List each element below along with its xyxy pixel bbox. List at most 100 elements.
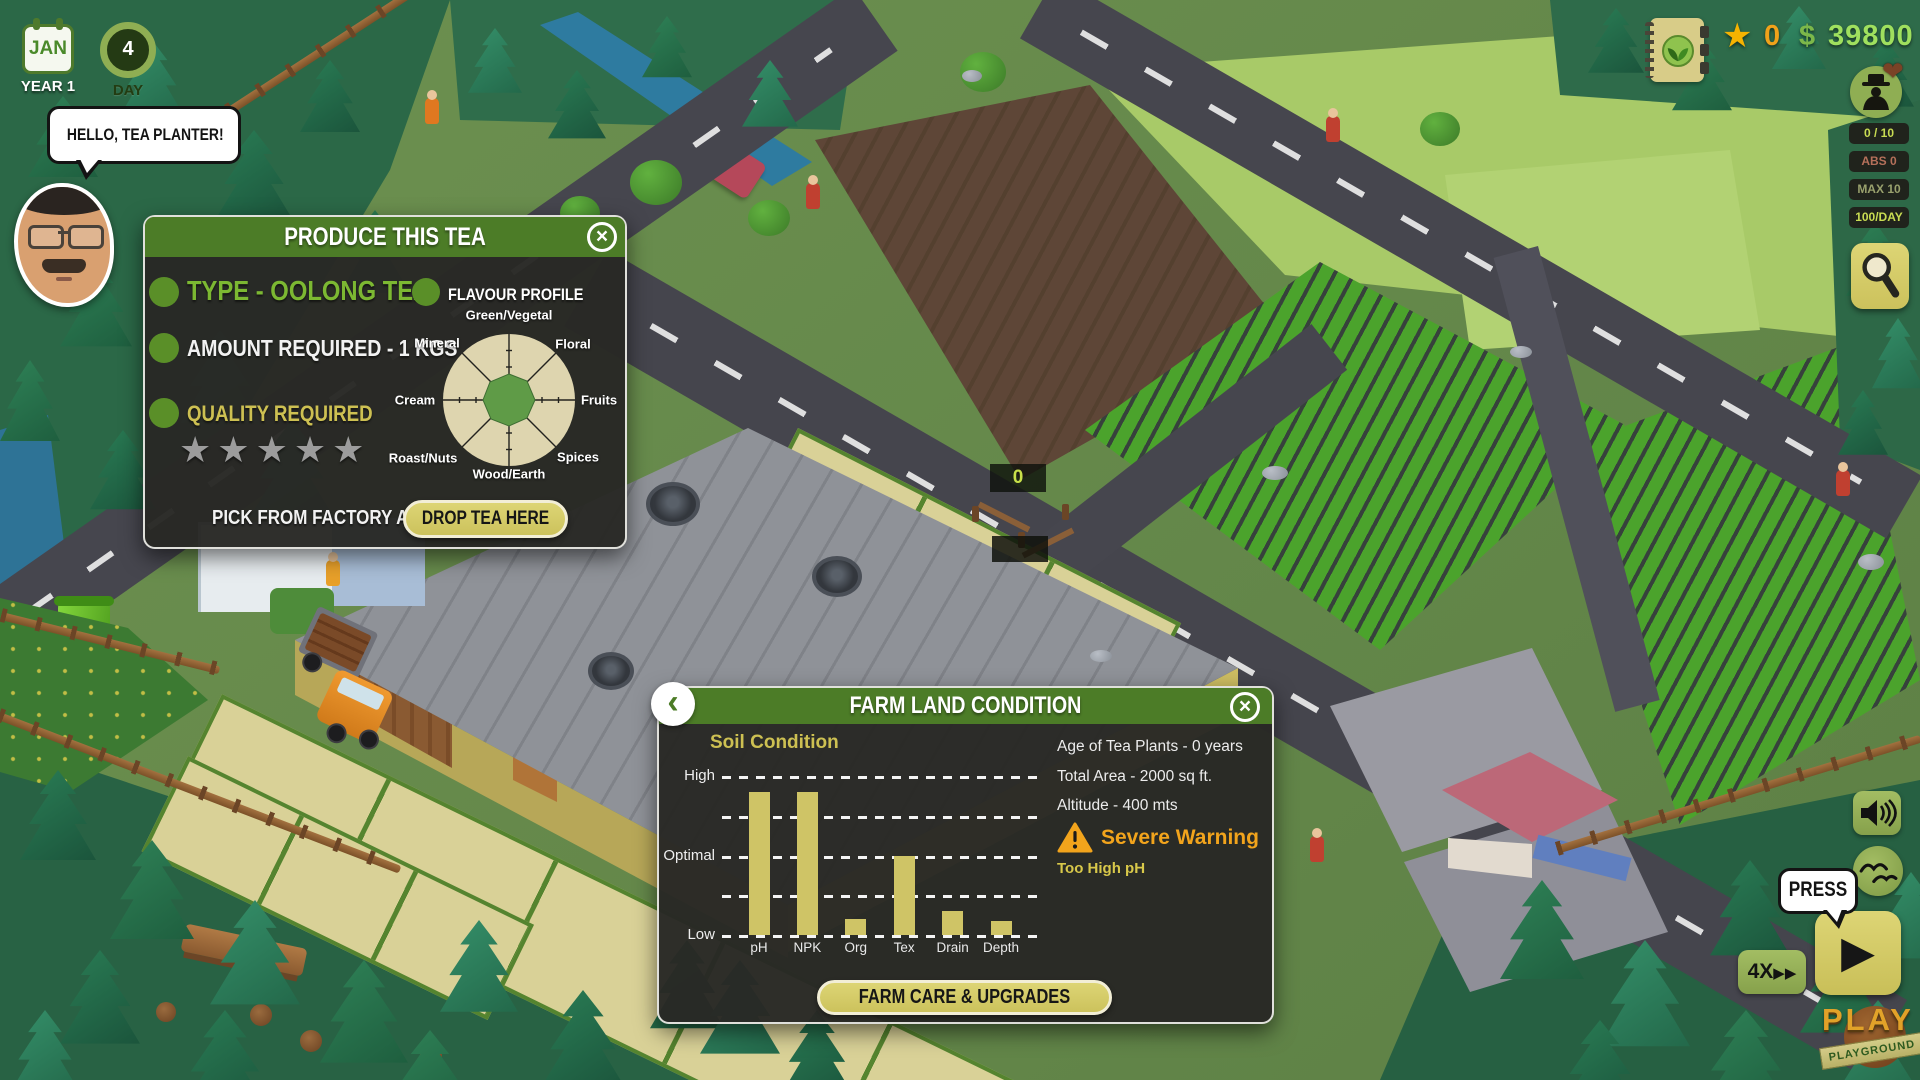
chart-ytick-label: Optimal — [663, 846, 715, 864]
soil-condition-title: Soil Condition — [710, 732, 839, 753]
calendar-year: YEAR 1 — [20, 78, 76, 95]
bullet-icon — [149, 277, 179, 307]
press-hint-bubble: PRESS — [1778, 868, 1858, 929]
money-amount: 39800 — [1828, 20, 1914, 52]
birds-button[interactable] — [1853, 846, 1903, 896]
empty-info-badge — [992, 536, 1048, 562]
audio-button[interactable] — [1853, 791, 1901, 835]
farm-worker — [1836, 462, 1850, 496]
calendar-icon: JAN — [22, 18, 74, 74]
star-count: 0 — [1764, 20, 1781, 52]
chart-ytick-label: High — [684, 767, 715, 784]
roof-fan — [588, 652, 634, 690]
close-icon[interactable]: × — [587, 222, 617, 252]
farm-worker — [1326, 108, 1340, 142]
roof-fan — [646, 482, 700, 526]
worker-max-badge: MAX 10 — [1849, 179, 1909, 200]
farm-worker — [326, 552, 340, 586]
avatar-glasses-bridge — [58, 231, 68, 234]
farmer-icon — [1862, 74, 1890, 110]
birds-icon — [1859, 863, 1898, 884]
produce-panel-title: PRODUCE THIS TEA — [284, 223, 486, 251]
flavour-profile-label: FLAVOUR PROFILE — [448, 285, 584, 304]
wheel-label: Floral — [555, 336, 591, 352]
barrel — [300, 1030, 322, 1052]
back-button[interactable]: ‹ — [651, 682, 695, 726]
speaker-icon — [1861, 799, 1897, 827]
wheel-label: Spices — [557, 449, 599, 465]
avatar[interactable] — [14, 183, 114, 307]
currency-icon: $ — [1799, 20, 1816, 52]
chart-gridline — [722, 935, 1037, 938]
recycle-bin-lid — [54, 596, 114, 606]
chart-gridline — [722, 895, 1037, 899]
farm-worker — [1310, 828, 1324, 862]
close-icon[interactable]: × — [1230, 692, 1260, 722]
fast-forward-icon: ▶▶ — [1773, 965, 1797, 982]
avatar-glasses — [68, 225, 104, 249]
warning-title: Severe Warning — [1101, 826, 1259, 849]
chart-bar — [942, 911, 964, 935]
workers-button[interactable]: ❤ — [1850, 56, 1904, 118]
barrel — [250, 1004, 272, 1026]
bubble-tail-fill — [80, 159, 99, 173]
chart-bar — [893, 855, 915, 935]
chart-xtick-label: Drain — [936, 940, 969, 955]
chart-gridline — [722, 776, 1037, 779]
info-line: Total Area - 2000 sq ft. — [1057, 768, 1213, 785]
gate-post — [1062, 504, 1069, 520]
journal-tab — [1700, 26, 1709, 38]
soil-condition-chart: High Optimal Low pH NPK Org Tex Drain Depth — [659, 688, 1272, 1022]
speed-label: 4X — [1747, 960, 1774, 983]
rock — [1090, 650, 1112, 662]
rock — [962, 70, 982, 82]
journal-tab — [1700, 62, 1709, 74]
farm-worker — [425, 90, 439, 124]
rock — [1262, 466, 1288, 480]
sprout-icon — [1667, 48, 1689, 62]
avatar-mouth — [56, 277, 72, 281]
search-button[interactable] — [1851, 243, 1909, 309]
produce-tea-panel: PRODUCE THIS TEA × TYPE - OOLONG TEA FLA… — [143, 215, 627, 549]
bush — [630, 160, 682, 205]
farm-land-panel: FARM LAND CONDITION ‹ × Soil Condition H… — [651, 682, 1274, 1024]
barrel — [156, 1002, 176, 1022]
worker-abs-badge: ABS 0 — [1849, 151, 1909, 172]
roof-fan — [812, 556, 862, 597]
bullet-icon — [149, 398, 179, 428]
speed-button[interactable]: 4X▶▶ — [1738, 950, 1806, 994]
flavour-wheel — [443, 334, 575, 466]
chart-xtick-label: NPK — [793, 940, 822, 955]
journal-button[interactable] — [1645, 18, 1709, 82]
star-icon: ★ — [179, 429, 218, 470]
bubble-tail-fill — [1826, 909, 1842, 922]
journal-circle — [1662, 35, 1694, 67]
wheel-label: Green/Vegetal — [465, 307, 553, 323]
avatar-hair — [18, 187, 110, 215]
chart-xtick-label: Tex — [893, 940, 915, 955]
rock — [1858, 554, 1884, 570]
bullet-icon — [412, 278, 440, 306]
wheel-label: Roast/Nuts — [388, 450, 458, 466]
farm-panel-header: FARM LAND CONDITION — [659, 688, 1272, 724]
farm-care-upgrades-button[interactable]: FARM CARE & UPGRADES — [817, 980, 1112, 1015]
tea-type-label: TYPE - OOLONG TEA — [187, 275, 431, 306]
npc-speech-bubble: HELLO, TEA PLANTER! — [47, 106, 241, 180]
day-number: 4 — [122, 38, 134, 60]
day-badge: 4 — [100, 22, 156, 78]
drop-tea-here-button[interactable]: DROP TEA HERE — [403, 500, 568, 538]
farm-panel-title: FARM LAND CONDITION — [849, 692, 1082, 719]
wheel-label: Cream — [394, 392, 436, 408]
wheel-label: Wood/Earth — [472, 466, 546, 482]
chart-bar — [845, 919, 867, 935]
bush — [1420, 112, 1460, 147]
chart-xtick-label: pH — [750, 940, 768, 955]
star-icon: ★ — [1722, 17, 1753, 55]
chart-xtick-label: Org — [844, 940, 868, 955]
chevron-left-icon: ‹ — [667, 683, 679, 721]
bullet-icon — [149, 333, 179, 363]
journal-tab — [1700, 44, 1709, 56]
star-icon: ★ — [293, 429, 333, 470]
flavour-profile-shape — [482, 373, 536, 427]
